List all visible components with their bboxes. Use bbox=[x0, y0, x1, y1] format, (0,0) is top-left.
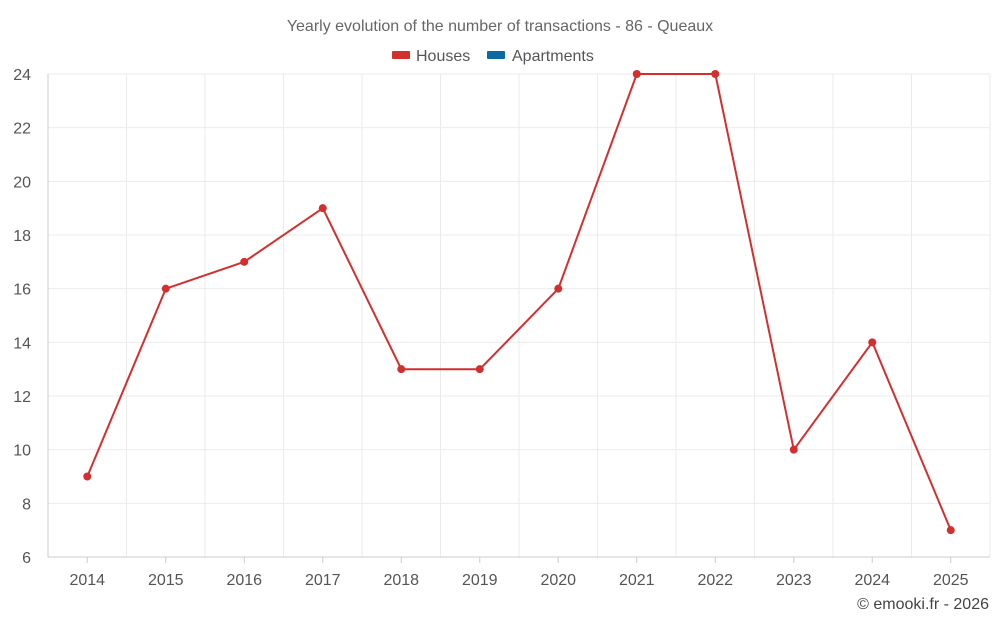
x-axis-ticks: 2014 2015 2016 2017 2018 2019 2020 2021 2022 2023… bbox=[69, 557, 969, 589]
series-houses bbox=[83, 70, 955, 535]
chart-title: Yearly evolution of the number of transa… bbox=[287, 18, 713, 35]
y-tick-label: 16 bbox=[13, 282, 31, 299]
x-tick-label: 2023 bbox=[776, 572, 812, 589]
grid bbox=[47, 73, 991, 557]
legend-swatch-houses bbox=[392, 51, 410, 59]
x-tick-label: 2019 bbox=[462, 572, 498, 589]
legend-item-apartments[interactable]: Apartments bbox=[487, 48, 594, 65]
data-point-houses-2023[interactable] bbox=[789, 445, 798, 454]
data-point-houses-2019[interactable] bbox=[475, 365, 484, 374]
y-tick-label: 6 bbox=[22, 550, 31, 567]
x-tick-label: 2021 bbox=[619, 572, 655, 589]
x-tick-label: 2020 bbox=[540, 572, 576, 589]
data-point-houses-2024[interactable] bbox=[868, 338, 877, 347]
legend: Houses Apartments bbox=[392, 48, 594, 65]
axes bbox=[47, 74, 990, 558]
data-point-houses-2025[interactable] bbox=[946, 526, 955, 535]
x-tick-label: 2018 bbox=[383, 572, 419, 589]
y-tick-label: 24 bbox=[13, 67, 31, 84]
credit-text: © emooki.fr - 2026 bbox=[857, 596, 989, 613]
data-point-houses-2021[interactable] bbox=[632, 70, 641, 78]
y-tick-label: 20 bbox=[13, 174, 31, 191]
y-tick-label: 18 bbox=[13, 228, 31, 245]
x-tick-label: 2024 bbox=[854, 572, 890, 589]
data-point-houses-2016[interactable] bbox=[240, 257, 249, 266]
data-point-houses-2018[interactable] bbox=[397, 365, 406, 374]
x-tick-label: 2017 bbox=[305, 572, 341, 589]
x-tick-label: 2015 bbox=[148, 572, 184, 589]
y-axis-ticks: 6 8 10 12 14 16 18 20 22 24 bbox=[13, 67, 31, 567]
x-tick-label: 2016 bbox=[226, 572, 262, 589]
y-tick-label: 14 bbox=[13, 335, 31, 352]
y-tick-label: 22 bbox=[13, 121, 31, 138]
y-tick-label: 10 bbox=[13, 443, 31, 460]
x-tick-label: 2014 bbox=[69, 572, 105, 589]
x-tick-label: 2022 bbox=[697, 572, 733, 589]
legend-item-houses[interactable]: Houses bbox=[392, 48, 470, 65]
legend-label-apartments: Apartments bbox=[512, 48, 594, 65]
y-tick-label: 8 bbox=[22, 496, 31, 513]
series-line-houses bbox=[86, 73, 952, 531]
data-point-houses-2014[interactable] bbox=[83, 472, 92, 481]
y-tick-label: 12 bbox=[13, 389, 31, 406]
data-point-houses-2020[interactable] bbox=[554, 284, 563, 293]
data-point-houses-2015[interactable] bbox=[161, 284, 170, 293]
legend-swatch-apartments bbox=[487, 51, 505, 59]
data-point-houses-2022[interactable] bbox=[711, 70, 720, 78]
x-tick-label: 2025 bbox=[933, 572, 969, 589]
legend-label-houses: Houses bbox=[416, 48, 470, 65]
data-point-houses-2017[interactable] bbox=[318, 204, 327, 213]
